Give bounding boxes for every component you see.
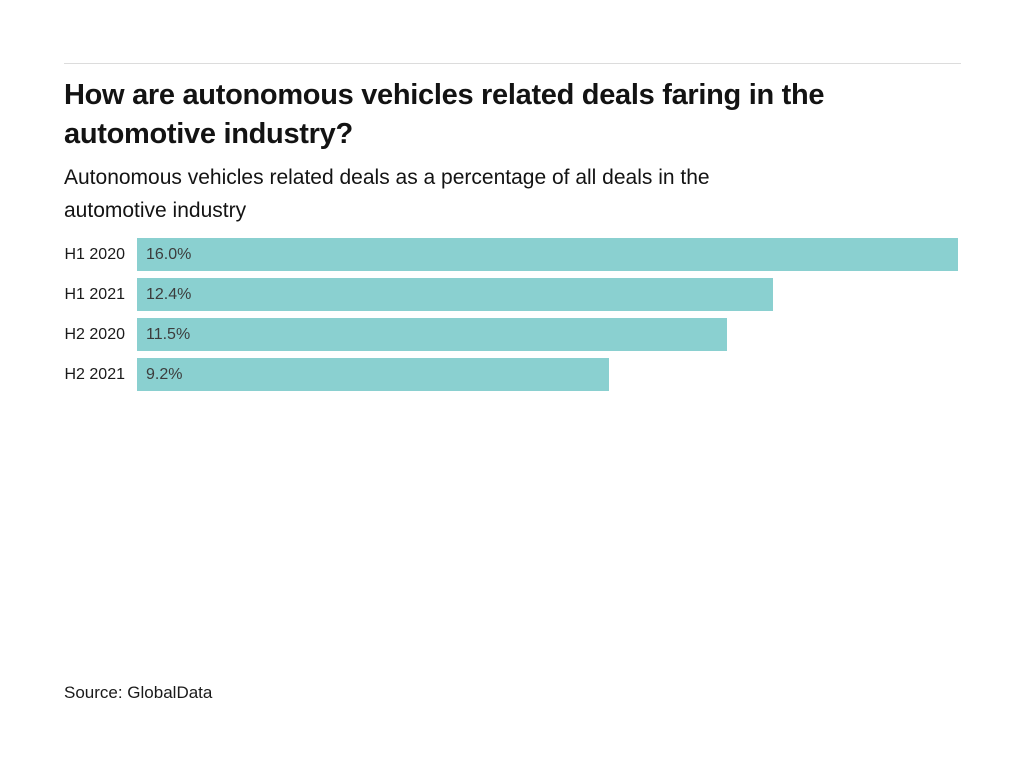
chart-subtitle-line-1: Autonomous vehicles related deals as a p… <box>64 166 710 189</box>
category-label: H2 2021 <box>64 365 126 383</box>
chart-row: H1 2020 16.0% <box>64 238 958 271</box>
chart-row: H1 2021 12.4% <box>64 278 958 311</box>
bar: 11.5% <box>137 318 728 351</box>
bar-value-label: 16.0% <box>146 245 192 263</box>
bar: 9.2% <box>137 358 610 391</box>
chart-subtitle-line-2: automotive industry <box>64 199 247 222</box>
chart-title-line-1: How are autonomous vehicles related deal… <box>64 79 825 111</box>
chart-row: H2 2020 11.5% <box>64 318 958 351</box>
bar-track: 16.0% <box>137 238 958 271</box>
chart-row: H2 2021 9.2% <box>64 358 958 391</box>
bar-value-label: 9.2% <box>146 365 183 383</box>
chart-title: How are autonomous vehicles related deal… <box>64 76 964 154</box>
bar-track: 9.2% <box>137 358 958 391</box>
category-label: H1 2020 <box>64 245 126 263</box>
bar-value-label: 11.5% <box>146 325 191 343</box>
bar-chart: H1 2020 16.0% H1 2021 12.4% H2 2020 11.5… <box>64 238 958 398</box>
bar-value-label: 12.4% <box>146 285 192 303</box>
bar: 16.0% <box>137 238 958 271</box>
bar-track: 11.5% <box>137 318 958 351</box>
category-label: H2 2020 <box>64 325 126 343</box>
chart-title-line-2: automotive industry? <box>64 118 353 150</box>
category-label: H1 2021 <box>64 285 126 303</box>
bar: 12.4% <box>137 278 774 311</box>
top-divider <box>64 63 961 64</box>
chart-subtitle: Autonomous vehicles related deals as a p… <box>64 161 964 227</box>
source-caption: Source: GlobalData <box>64 683 213 702</box>
bar-track: 12.4% <box>137 278 958 311</box>
